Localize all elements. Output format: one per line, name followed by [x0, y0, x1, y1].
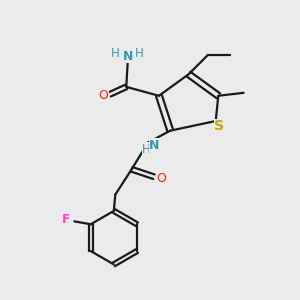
Text: O: O: [98, 89, 108, 102]
Text: N: N: [149, 139, 160, 152]
Text: S: S: [214, 119, 224, 134]
Text: H: H: [135, 47, 143, 60]
Text: N: N: [123, 50, 133, 63]
Text: H: H: [142, 142, 151, 156]
Text: O: O: [156, 172, 166, 185]
Text: F: F: [62, 213, 70, 226]
Text: H: H: [111, 47, 120, 60]
